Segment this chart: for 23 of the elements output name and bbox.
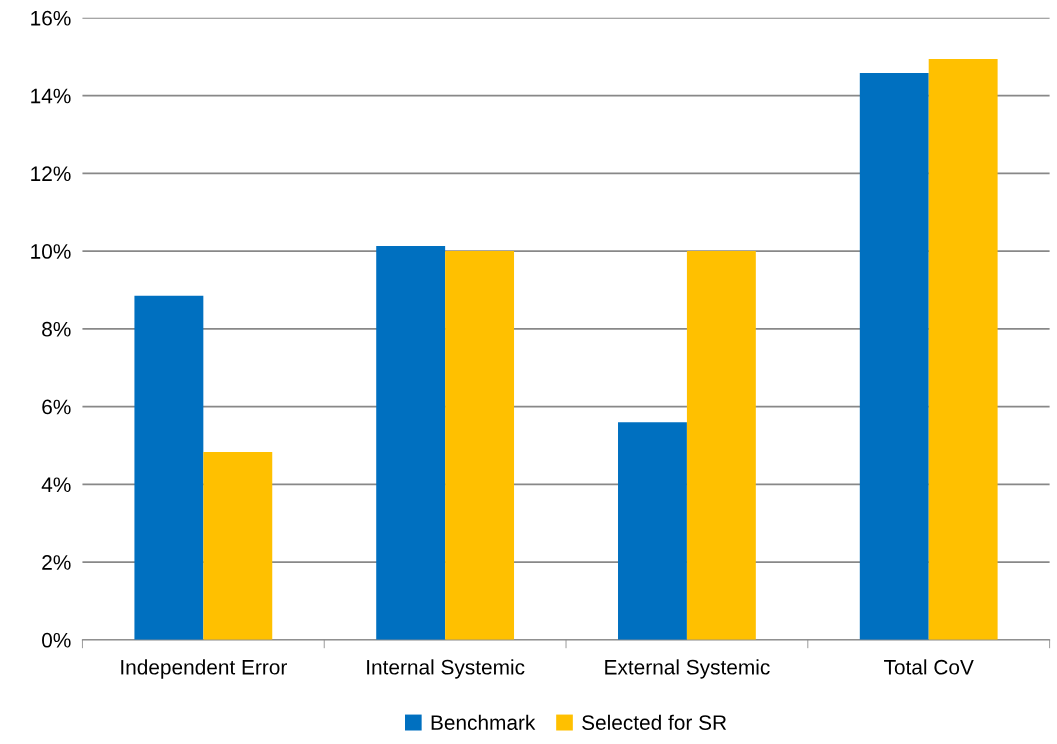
y-tick-label: 2% xyxy=(42,555,71,570)
bar xyxy=(203,452,273,640)
y-tick-label: 6% xyxy=(42,399,71,415)
y-tick-label: 16% xyxy=(31,10,71,26)
bar xyxy=(686,251,756,640)
y-tick-label: 4% xyxy=(41,477,71,493)
x-tick-label: Internal Systemic xyxy=(367,659,525,679)
bar xyxy=(859,73,929,640)
y-tick-label: 12% xyxy=(31,166,71,182)
legend-label: Selected for SR xyxy=(582,714,727,730)
x-tick-label: External Systemic xyxy=(605,659,770,679)
bar xyxy=(928,59,998,640)
y-tick-label: 8% xyxy=(42,321,71,337)
bar xyxy=(618,422,687,640)
y-tick-label: 10% xyxy=(31,244,71,259)
x-tick-label: Total CoV xyxy=(884,659,974,675)
y-tick-label: 0% xyxy=(42,632,71,648)
bar xyxy=(445,251,515,640)
x-tick-label: Independent Error xyxy=(121,659,287,679)
legend-label: Benchmark xyxy=(431,714,536,730)
y-tick-label: 14% xyxy=(31,88,71,104)
bar xyxy=(376,246,446,640)
bar xyxy=(134,295,204,640)
